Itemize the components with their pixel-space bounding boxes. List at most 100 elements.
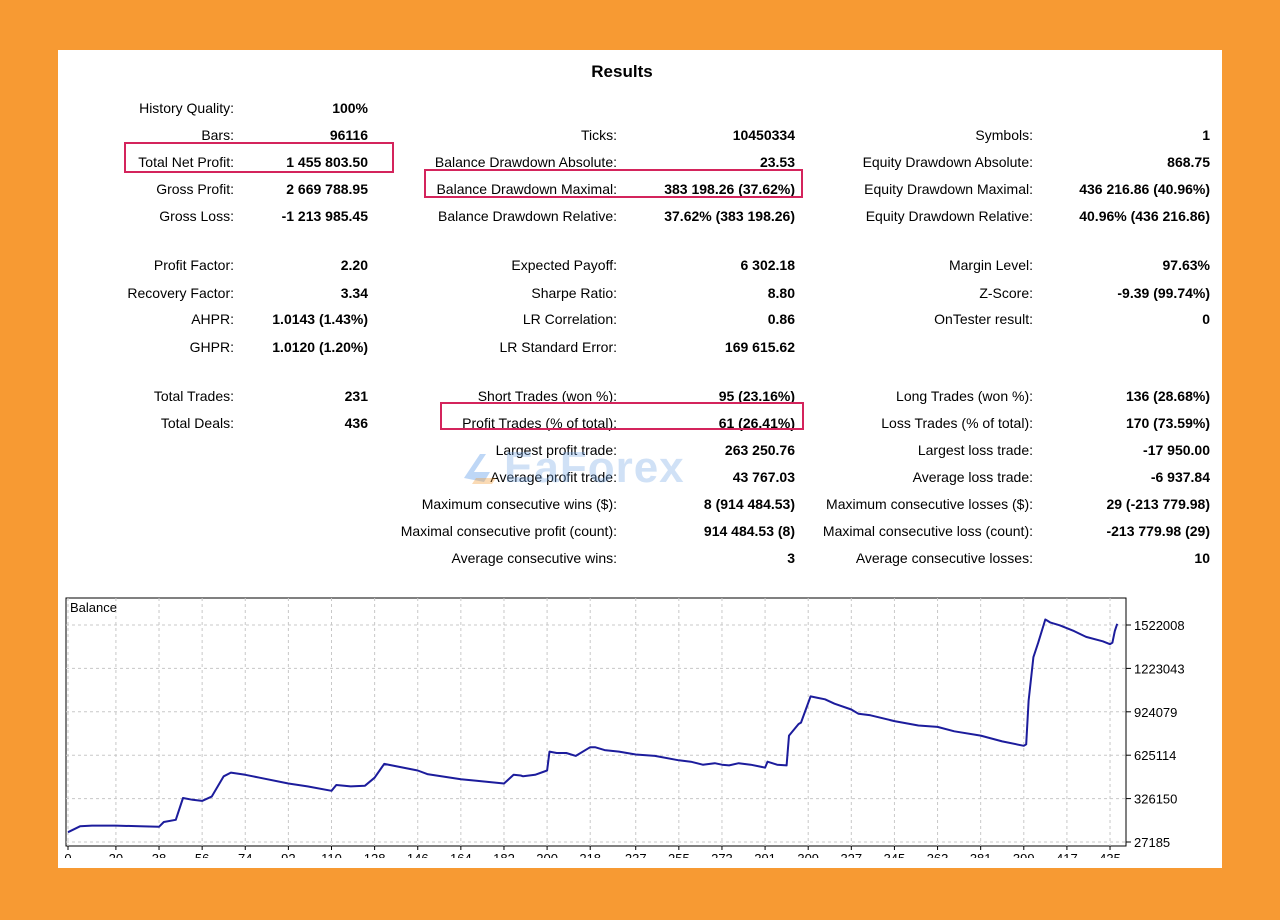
col3-label: Maximum consecutive losses ($): — [826, 496, 1033, 512]
col2-value: 10450334 — [732, 127, 795, 143]
col2-value: 6 302.18 — [740, 257, 796, 273]
col1-label: Gross Loss: — [159, 208, 234, 224]
col2-label: Short Trades (won %): — [477, 388, 617, 404]
x-tick-label: 363 — [927, 851, 949, 858]
col3-label: Margin Level: — [948, 257, 1033, 273]
col3-label: Maximal consecutive loss (count): — [822, 523, 1033, 539]
results-title: Results — [591, 62, 653, 81]
x-tick-label: 0 — [64, 851, 71, 858]
col2-label: Expected Payoff: — [511, 257, 617, 273]
col2-value: 8.80 — [767, 285, 795, 301]
x-tick-label: 110 — [321, 851, 342, 858]
col3-value: 436 216.86 (40.96%) — [1079, 181, 1210, 197]
highlight-total-net-profit — [124, 142, 394, 173]
col1-label: GHPR: — [189, 339, 234, 355]
col2-label: Largest profit trade: — [495, 442, 617, 458]
col1-value: 231 — [344, 388, 368, 404]
x-tick-label: 128 — [364, 851, 386, 858]
x-tick-label: 237 — [625, 851, 647, 858]
x-tick-label: 92 — [281, 851, 295, 858]
col3-label: Average consecutive losses: — [855, 550, 1033, 566]
col3-label: Equity Drawdown Relative: — [865, 208, 1033, 224]
y-tick-label: 924079 — [1134, 705, 1177, 720]
col2-value: 23.53 — [759, 154, 795, 170]
col2-label: LR Standard Error: — [499, 339, 618, 355]
watermark-text: EaForex — [504, 443, 685, 492]
col3-label: Long Trades (won %): — [896, 388, 1033, 404]
col3-value: 10 — [1194, 550, 1210, 566]
x-tick-label: 291 — [754, 851, 776, 858]
x-tick-label: 200 — [536, 851, 558, 858]
col2-label: Balance Drawdown Maximal: — [436, 181, 617, 197]
col1-value: 100% — [332, 100, 368, 116]
x-tick-label: 381 — [970, 851, 992, 858]
col2-value: 3 — [787, 550, 795, 566]
col1-label: History Quality: — [139, 100, 234, 116]
col1-value: 1.0120 (1.20%) — [272, 339, 368, 355]
col2-value: 263 250.76 — [724, 442, 795, 458]
x-tick-label: 435 — [1099, 851, 1121, 858]
col3-value: 1 — [1202, 127, 1210, 143]
col1-label: Gross Profit: — [156, 181, 234, 197]
col2-label: Maximal consecutive profit (count): — [400, 523, 617, 539]
col3-value: -9.39 (99.74%) — [1117, 285, 1210, 301]
x-tick-label: 38 — [152, 851, 166, 858]
x-tick-label: 182 — [493, 851, 515, 858]
col2-value: 914 484.53 (8) — [703, 523, 795, 539]
col1-label: AHPR: — [191, 311, 234, 327]
col2-label: Balance Drawdown Absolute: — [434, 154, 617, 170]
col1-label: Total Deals: — [160, 415, 234, 431]
col2-label: Profit Trades (% of total): — [462, 415, 617, 431]
col1-value: 2.20 — [340, 257, 368, 273]
col1-value: -1 213 985.45 — [281, 208, 368, 224]
col3-label: Symbols: — [975, 127, 1033, 143]
y-tick-label: 625114 — [1134, 748, 1176, 763]
col3-value: 97.63% — [1162, 257, 1210, 273]
col3-value: -213 779.98 (29) — [1106, 523, 1210, 539]
col1-label: Recovery Factor: — [127, 285, 234, 301]
col1-label: Total Net Profit: — [138, 154, 234, 170]
col3-label: Largest loss trade: — [917, 442, 1033, 458]
col2-value: 169 615.62 — [724, 339, 795, 355]
col1-value: 436 — [344, 415, 368, 431]
col2-value: 37.62% (383 198.26) — [664, 208, 795, 224]
col2-label: Balance Drawdown Relative: — [438, 208, 617, 224]
col3-label: OnTester result: — [934, 311, 1033, 327]
x-tick-label: 146 — [407, 851, 429, 858]
col2-value: 43 767.03 — [732, 469, 795, 485]
x-tick-label: 417 — [1056, 851, 1078, 858]
col1-value: 1 455 803.50 — [286, 154, 368, 170]
col1-label: Total Trades: — [153, 388, 234, 404]
x-tick-label: 255 — [668, 851, 690, 858]
balance-chart: 27185 326150 625114 924079 1223043 1522008 0 20… — [64, 596, 1222, 866]
col1-label: Profit Factor: — [153, 257, 234, 273]
highlight-profit-trades — [440, 402, 804, 430]
x-tick-label: 218 — [579, 851, 601, 858]
col3-label: Equity Drawdown Maximal: — [864, 181, 1033, 197]
balance-series-line — [67, 618, 1119, 834]
x-tick-label: 273 — [711, 851, 733, 858]
col1-label: Bars: — [201, 127, 234, 143]
results-panel: Results History Quality: 100% Bars: 96116 To… — [58, 50, 1222, 868]
col2-label: Sharpe Ratio: — [531, 285, 617, 301]
col3-value: 136 (28.68%) — [1125, 388, 1210, 404]
y-tick-label: 27185 — [1134, 835, 1170, 850]
x-tick-label: 164 — [450, 851, 472, 858]
y-tick-label: 326150 — [1134, 792, 1177, 807]
col3-value: 0 — [1202, 311, 1210, 327]
col2-label: Ticks: — [580, 127, 617, 143]
y-tick-label: 1223043 — [1134, 661, 1185, 676]
x-tick-label: 56 — [195, 851, 209, 858]
x-tick-label: 399 — [1013, 851, 1035, 858]
col2-value: 0.86 — [767, 311, 795, 327]
col1-value: 96116 — [329, 127, 368, 143]
col3-value: -17 950.00 — [1143, 442, 1210, 458]
x-tick-label: 74 — [238, 851, 252, 858]
eaforex-logo-icon — [464, 454, 496, 484]
chart-title: Balance — [70, 600, 117, 615]
col3-label: Equity Drawdown Absolute: — [862, 154, 1033, 170]
col1-value: 3.34 — [340, 285, 368, 301]
col3-label: Loss Trades (% of total): — [881, 415, 1033, 431]
col1-value: 2 669 788.95 — [286, 181, 368, 197]
col3-value: 29 (-213 779.98) — [1106, 496, 1210, 512]
